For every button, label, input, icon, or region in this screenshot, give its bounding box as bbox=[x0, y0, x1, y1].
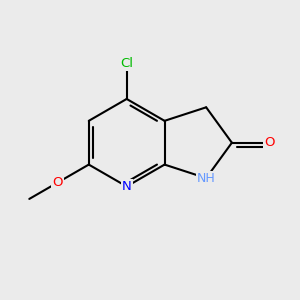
Text: Cl: Cl bbox=[120, 57, 133, 70]
Text: O: O bbox=[52, 176, 63, 189]
Text: NH: NH bbox=[197, 172, 215, 184]
Text: O: O bbox=[264, 136, 274, 149]
Text: N: N bbox=[122, 180, 131, 193]
